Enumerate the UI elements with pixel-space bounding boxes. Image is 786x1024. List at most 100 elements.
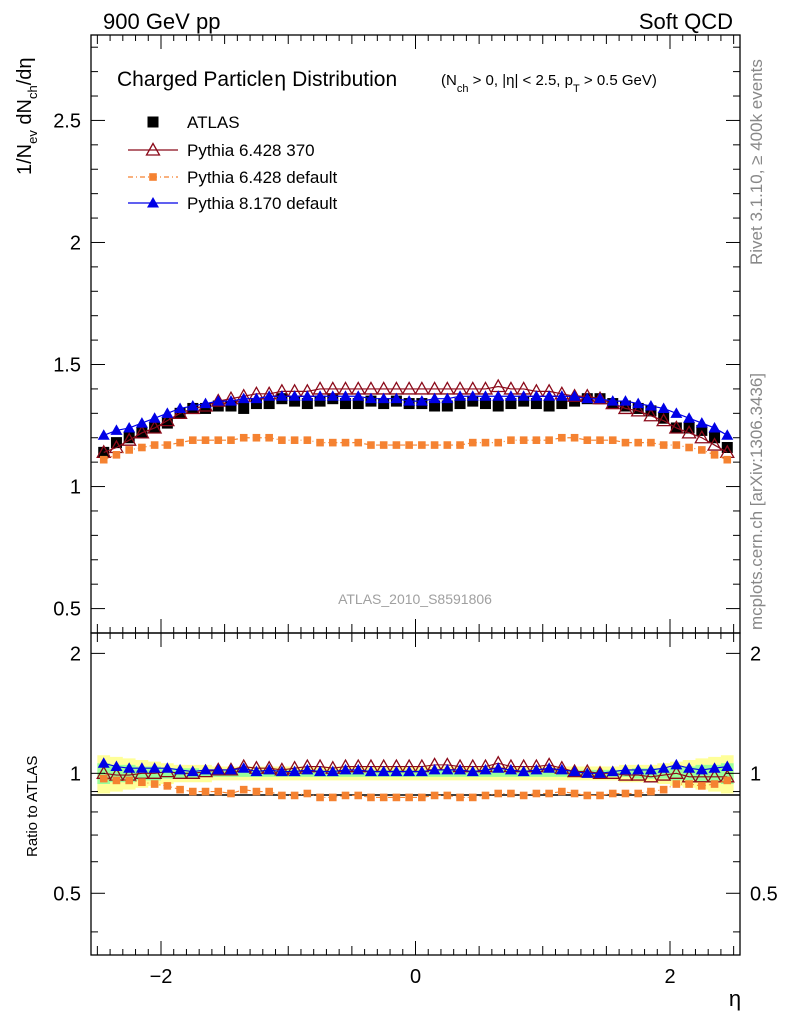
ratio-pythia-6-428-default-point: [125, 776, 133, 785]
ratio-pythia-8-170-default-point: [543, 762, 556, 773]
atlas-point: [454, 398, 466, 410]
atlas-point: [721, 441, 733, 453]
pythia-8-170-default-point: [250, 392, 263, 404]
ratio-pythia-8-170-default-point: [683, 762, 696, 773]
y-tick-label: 2.5: [53, 110, 81, 132]
ratio-pythia-6-428-default-point: [379, 793, 388, 802]
y-tick-label: 0.5: [53, 599, 81, 621]
ratio-pythia-6-428-default-point: [570, 789, 579, 798]
x-tick-label: 0: [410, 966, 421, 988]
pythia-6-428-370-point: [630, 403, 646, 417]
pythia-6-428-default-point: [163, 441, 172, 449]
ratio-pythia-8-170-default-point: [237, 762, 250, 773]
legend-marker-pythia-8-170-default: [147, 197, 159, 208]
ratio-pythia-6-428-default-point: [418, 793, 426, 802]
pythia-6-428-370-point: [121, 432, 137, 446]
ratio-y-tick-label-left: 2: [70, 643, 81, 665]
ratio-pythia-8-170-default-point: [148, 762, 161, 773]
ratio-pythia-6-428-default-point: [710, 780, 719, 788]
ratio-pythia-8-170-default-point: [352, 763, 365, 775]
pythia-6-428-370-point: [401, 381, 417, 395]
ratio-pythia-6-428-default-point: [558, 787, 566, 796]
chart-title: Charged Particleη Distribution (Nch > 0, …: [117, 68, 657, 95]
pythia-8-170-default-point: [543, 390, 556, 401]
pythia-8-170-default-point: [504, 390, 517, 401]
pythia-6-428-default-point: [112, 451, 121, 459]
ratio-pythia-8-170-default-point: [606, 765, 619, 777]
atlas-point: [518, 395, 530, 407]
ratio-pythia-8-170-default-point: [174, 763, 187, 775]
pythia-8-170-default-point: [352, 390, 365, 401]
legend-label-pythia-6-428-370: Pythia 6.428 370: [187, 141, 315, 160]
ratio-pythia-8-170-default-point: [492, 762, 505, 773]
ratio-pythia-8-170-default-point: [619, 763, 632, 775]
atlas-point: [301, 398, 313, 410]
pythia-8-170-default-point: [97, 429, 110, 440]
pythia-6-428-default-point: [303, 436, 312, 444]
pythia-8-170-default-point: [695, 417, 708, 428]
ratio-pythia-8-170-default-point: [428, 763, 441, 775]
pythia-6-428-370-point: [414, 381, 430, 395]
header-right: Soft QCD: [639, 9, 733, 34]
ratio-pythia-6-428-default-point: [163, 782, 172, 790]
ratio-pythia-6-428-default-point: [481, 791, 490, 800]
pythia-6-428-370-point: [592, 390, 608, 405]
ratio-pythia-6-428-370-point: [694, 769, 710, 783]
atlas-point: [352, 398, 364, 410]
pythia-6-428-default-point: [494, 438, 503, 447]
title-rest: Distribution: [292, 68, 397, 91]
ratio-pythia-8-170-default-point: [721, 760, 734, 772]
pythia-6-428-default-point: [608, 436, 617, 444]
atlas-point: [340, 398, 352, 410]
pythia-6-428-370-point: [147, 420, 163, 434]
pythia-6-428-default-point: [468, 438, 477, 447]
pythia-6-428-default-point: [278, 436, 286, 444]
ratio-pythia-8-170-default-point: [708, 762, 721, 773]
pythia-6-428-default-point: [367, 441, 375, 449]
pythia-6-428-370-point: [617, 400, 634, 415]
atlas-point: [556, 398, 568, 410]
ratio-pythia-6-428-default-point: [659, 785, 668, 794]
ratio-pythia-6-428-default-point: [685, 780, 693, 788]
atlas-point: [467, 395, 479, 407]
atlas-point: [225, 400, 237, 412]
pythia-6-428-default-point: [189, 436, 197, 444]
pythia-8-170-default-point: [581, 392, 594, 404]
ratio-pythia-6-428-default-point: [456, 793, 464, 802]
pythia-6-428-default-point: [621, 438, 630, 447]
pythia-8-170-default-point: [708, 421, 721, 433]
ratio-pythia-6-428-default-point: [303, 789, 312, 798]
mcplots-label: mcplots.cern.ch [arXiv:1306.3436]: [747, 373, 766, 630]
ratio-pythia-8-170-default-point: [441, 763, 454, 775]
atlas-point: [429, 400, 441, 412]
pythia-6-428-default-point: [341, 438, 350, 447]
pythia-8-170-default-point: [110, 424, 123, 435]
ratio-plot-panel: 0.5 0.5 1 1 2 2 −2 0 2: [53, 632, 778, 988]
ratio-pythia-6-428-default-point: [392, 793, 401, 802]
ratio-pythia-6-428-default-point: [634, 789, 642, 798]
ratio-pythia-6-428-default-point: [621, 789, 630, 798]
atlas-point: [161, 417, 173, 429]
pythia-8-170-default-point: [148, 412, 161, 423]
pythia-6-428-default-point: [239, 433, 248, 442]
pythia-8-170-default-point: [123, 421, 136, 433]
atlas-point: [492, 400, 504, 412]
ratio-pythia-6-428-default-point: [532, 789, 541, 798]
pythia-6-428-default-point: [214, 436, 223, 444]
pythia-6-428-370-point: [656, 412, 672, 427]
x-tick-label: −2: [150, 966, 173, 988]
ratio-y-tick-label-right: 1: [750, 763, 761, 785]
pythia-8-170-default-point: [492, 390, 505, 401]
pythia-8-170-default-point: [339, 390, 352, 401]
pythia-6-428-370-point: [134, 425, 150, 439]
atlas-point: [263, 398, 275, 410]
pythia-6-428-370-point: [159, 412, 175, 427]
pythia-8-170-default-point: [683, 412, 696, 423]
ratio-pythia-6-428-default-point: [608, 789, 617, 798]
pythia-8-170-default-point: [237, 392, 250, 404]
ratio-pythia-8-170-default-point: [568, 765, 581, 777]
pythia-8-170-default-point: [212, 395, 225, 406]
pythia-8-170-default-point: [326, 390, 339, 401]
